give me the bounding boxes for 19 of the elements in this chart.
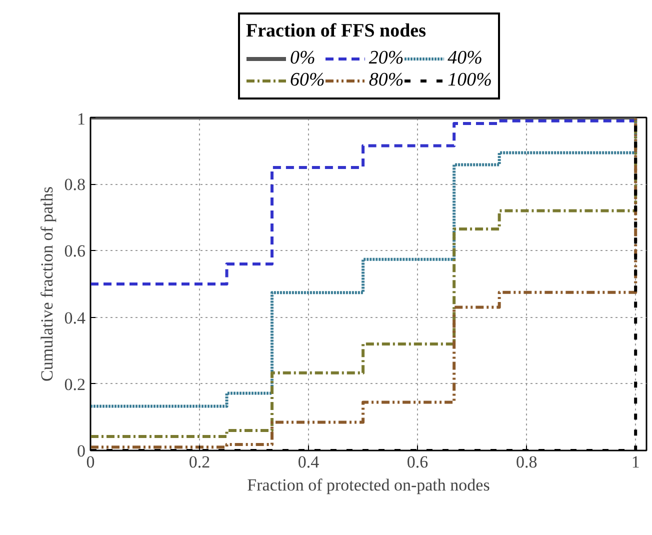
x-tick-label: 0.6: [406, 452, 428, 472]
x-axis-title: Fraction of protected on-path nodes: [247, 476, 490, 494]
y-axis-title: Cumulative fraction of paths: [37, 186, 56, 382]
x-tick-label: 0.8: [516, 452, 538, 472]
x-tick-label: 1: [631, 452, 640, 472]
legend-label: 0%: [290, 48, 316, 70]
x-tick-label: 0.4: [298, 452, 320, 472]
legend-label: 80%: [368, 70, 404, 92]
y-tick-label: 1: [77, 110, 86, 128]
legend-label: 40%: [448, 48, 482, 70]
x-tick-label: 0.2: [188, 452, 210, 472]
y-tick-label: 0.4: [64, 308, 86, 328]
legend-label: 100%: [448, 70, 492, 92]
legend-label: 60%: [290, 70, 325, 92]
y-tick-label: 0.8: [64, 175, 86, 194]
legend-label: 20%: [368, 48, 404, 70]
legend-title: Fraction of FFS nodes: [246, 20, 427, 42]
y-tick-label: 0.6: [64, 242, 86, 261]
y-tick-label: 0.2: [64, 374, 86, 394]
